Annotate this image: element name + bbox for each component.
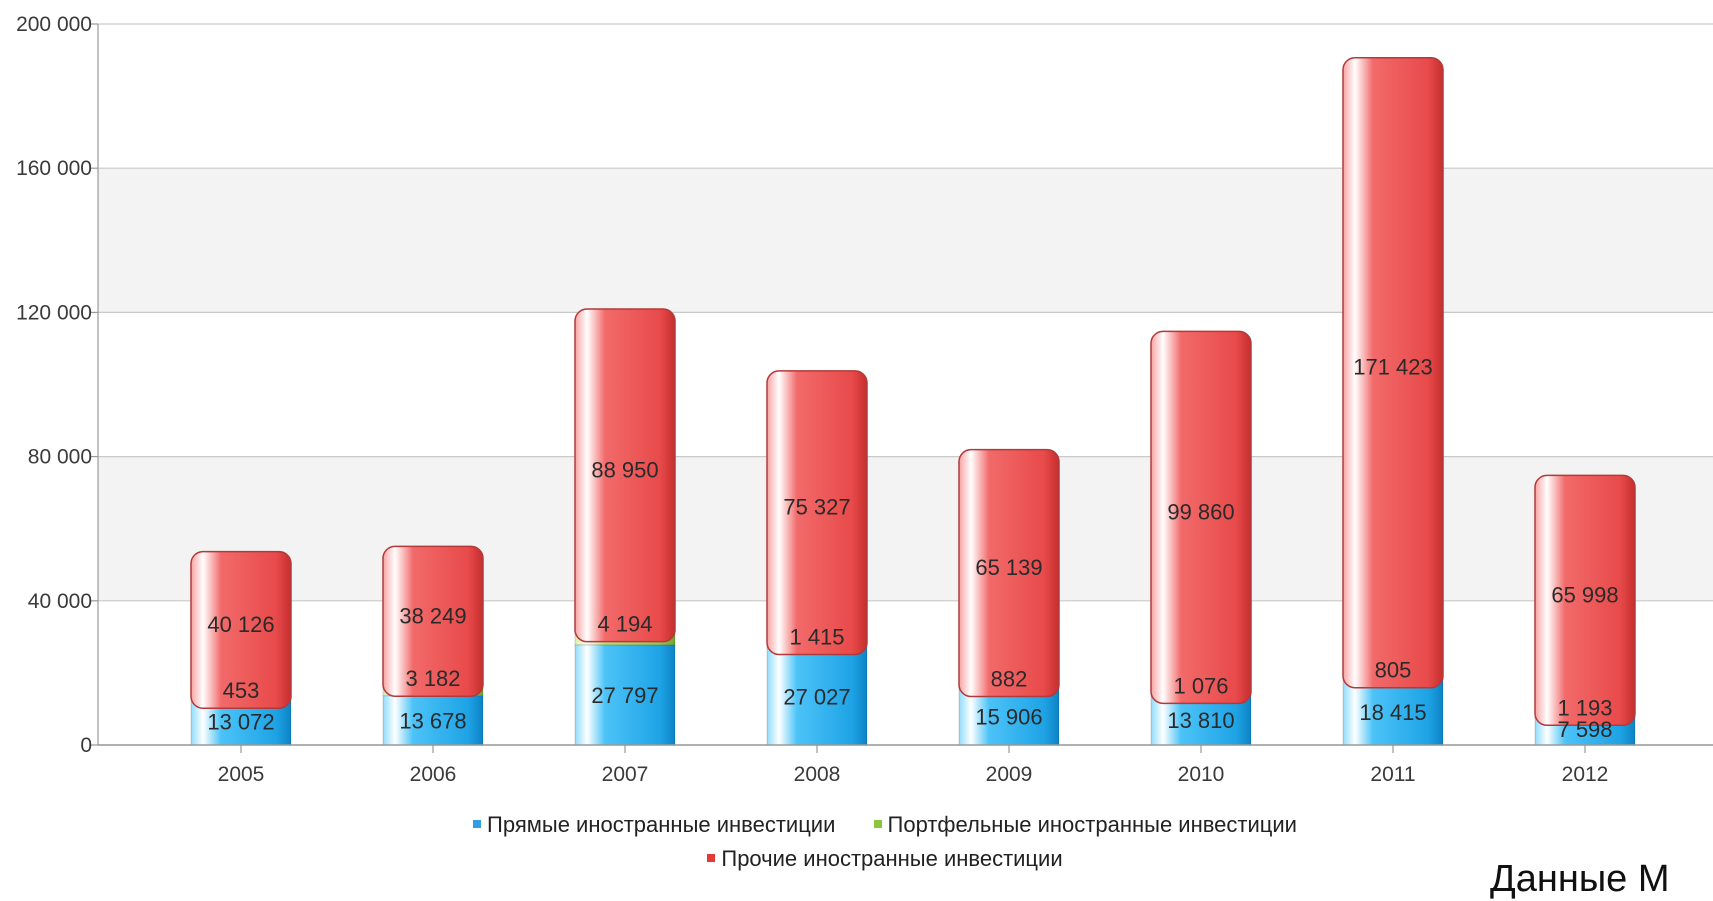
bar-segment-direct	[1342, 678, 1444, 746]
data-label-portfolio: 1 415	[789, 624, 844, 649]
bar-segment-other	[1342, 56, 1444, 689]
data-label-portfolio: 805	[1375, 658, 1412, 683]
x-tick-label: 2009	[986, 763, 1033, 786]
data-label-other: 99 860	[1167, 499, 1234, 524]
y-tick-label: 40 000	[28, 590, 92, 613]
bar-segment-other	[382, 545, 484, 697]
data-label-direct: 13 678	[399, 708, 466, 733]
bar-segment-other	[1534, 474, 1636, 727]
legend-swatch-other	[707, 854, 716, 863]
bar-stack-2005: 13 072 453 40 126	[190, 550, 292, 746]
data-label-direct: 18 415	[1359, 700, 1426, 725]
legend-item-direct[interactable]: Прямые иностранные инвестиции	[473, 808, 835, 842]
data-label-portfolio: 3 182	[405, 666, 460, 691]
data-label-direct: 27 027	[783, 684, 850, 709]
y-tick-label: 0	[80, 734, 92, 757]
y-axis: 0 40 000 80 000 120 000 160 000 200 000	[16, 13, 99, 757]
bar-stack-2011: 18 415 805 171 423	[1342, 56, 1444, 746]
bar-segment-direct	[382, 695, 484, 746]
data-label-other: 75 327	[783, 495, 850, 520]
bar-segment-direct	[766, 647, 868, 746]
data-label-direct: 27 797	[591, 683, 658, 708]
data-label-portfolio: 882	[991, 666, 1028, 691]
data-label-other: 65 139	[975, 555, 1042, 580]
bar-stack-2008: 27 027 1 415 75 327	[766, 370, 868, 746]
legend-item-portfolio[interactable]: Портфельные иностранные инвестиции	[873, 808, 1297, 842]
bar-segment-other	[1150, 330, 1252, 705]
x-tick-label: 2011	[1370, 763, 1415, 786]
x-tick-label: 2012	[1562, 763, 1609, 786]
x-tick-label: 2010	[1178, 763, 1225, 786]
bar-stack-2009: 15 906 882 65 139	[958, 448, 1060, 746]
plot-band	[98, 600, 1713, 745]
y-tick-label: 200 000	[16, 13, 92, 36]
bar-stack-2010: 13 810 1 076 99 860	[1150, 330, 1252, 746]
bar-segment-other	[958, 448, 1060, 698]
x-tick-label: 2008	[794, 763, 841, 786]
bar-stack-2006: 13 678 3 182 38 249	[382, 545, 484, 746]
data-label-portfolio: 453	[223, 678, 260, 703]
plot-band	[98, 168, 1713, 313]
data-label-other: 65 998	[1551, 582, 1618, 607]
legend-swatch-portfolio	[873, 820, 882, 829]
data-label-other: 88 950	[591, 457, 658, 482]
bar-segment-other	[574, 308, 676, 643]
legend-item-other[interactable]: Прочие иностранные инвестиции	[707, 842, 1063, 876]
bar-stack-2007: 27 797 4 194 88 950	[574, 308, 676, 746]
bar-segment-other	[766, 370, 868, 656]
plot-band	[98, 24, 1713, 169]
data-label-direct: 13 072	[207, 709, 274, 734]
legend-label-other: Прочие иностранные инвестиции	[721, 846, 1063, 871]
data-label-other: 38 249	[399, 603, 466, 628]
x-axis: 2005 2006 2007 2008 2009 2010 2011 2012	[98, 744, 1713, 786]
data-label-other: 40 126	[207, 612, 274, 637]
plot-background-bands	[98, 24, 1713, 745]
data-label-direct: 15 906	[975, 704, 1042, 729]
legend: Прямые иностранные инвестиции Портфельны…	[330, 808, 1440, 876]
y-tick-label: 80 000	[28, 446, 92, 469]
data-label-portfolio: 1 076	[1173, 673, 1228, 698]
y-tick-label: 160 000	[16, 157, 92, 180]
bar-segment-direct	[574, 644, 676, 746]
bars: 13 072 453 40 126 13 678 3 182 38 249 27 797 4 …	[190, 56, 1636, 746]
legend-label-direct: Прямые иностранные инвестиции	[487, 812, 836, 837]
y-tick-label: 120 000	[16, 301, 92, 324]
x-tick-label: 2006	[410, 763, 457, 786]
source-note: Данные М	[1490, 858, 1670, 900]
legend-swatch-direct	[473, 820, 482, 829]
data-label-direct: 7 598	[1557, 717, 1612, 742]
x-tick-label: 2007	[602, 763, 649, 786]
bar-segment-other	[190, 550, 292, 709]
plot-band	[98, 312, 1713, 457]
data-label-portfolio: 1 193	[1557, 695, 1612, 720]
legend-label-portfolio: Портфельные иностранные инвестиции	[887, 812, 1297, 837]
data-label-direct: 13 810	[1167, 708, 1234, 733]
plot-band	[98, 456, 1713, 601]
data-label-other: 171 423	[1353, 355, 1433, 380]
x-tick-label: 2005	[218, 763, 265, 786]
data-label-portfolio: 4 194	[597, 612, 652, 637]
